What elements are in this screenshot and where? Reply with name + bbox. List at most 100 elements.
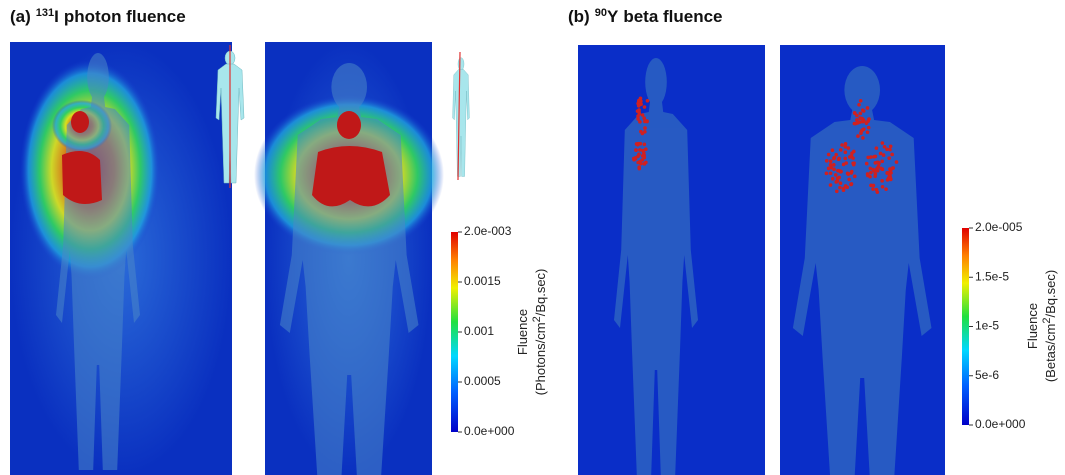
unit: /Bq.sec) [533,269,548,317]
uptake-spot [875,160,879,165]
panel-title: (b) 90Y beta fluence [568,7,723,26]
uptake-spot [852,121,857,126]
uptake-spot [852,161,856,165]
image-b-side [578,45,765,475]
uptake-spot [880,159,884,164]
uptake-spot [828,159,833,164]
colorbar-title: Fluence [1025,303,1040,349]
uptake-spot [868,166,873,171]
uptake-spot [846,172,851,176]
uptake-spot [841,162,846,167]
uptake-spot [857,102,861,107]
uptake-spot [838,185,842,190]
uptake-spot [866,125,871,130]
uptake-spot [885,171,890,175]
uptake-spot [885,147,889,152]
uptake-spot [880,179,884,183]
uptake-spot [878,151,883,156]
uptake-spot [642,116,647,120]
uptake-spot [852,111,857,115]
panel-label: (a) [10,7,31,26]
uptake-spot [643,126,647,130]
colorbar [962,228,969,425]
uptake-spot [849,182,853,186]
uptake-spot [871,187,875,191]
uptake-spot [637,98,641,103]
uptake-spot [888,144,893,149]
colorbar-tick-label: 2.0e-003 [464,224,512,238]
uptake-spot [644,147,648,152]
uptake-spot [824,158,829,163]
orientation-icon [452,51,470,181]
uptake-spot [864,161,869,166]
colorbar-tick-label: 0.0015 [464,274,501,288]
panel-title-text: photon fluence [64,7,186,26]
uptake-spot [840,143,844,147]
uptake-spot [838,148,843,152]
uptake-spot [858,98,863,103]
uptake-spot [846,146,851,150]
uptake-spot [645,119,649,124]
colorbar [451,232,458,432]
colorbar-tick-label: 1.5e-5 [975,269,1009,283]
image-b-front [780,45,945,475]
uptake-spot [631,156,636,161]
uptake-spot [874,146,879,150]
uptake-spot [890,166,895,170]
uptake-spot [888,147,892,152]
uptake-spot [826,152,831,157]
uptake-spot [834,189,839,194]
colorbar-tick-label: 0.001 [464,324,494,338]
uptake-spot [849,169,854,174]
uptake-spot [882,144,887,149]
image-a-side [10,42,232,475]
uptake-spot [640,131,645,136]
uptake-spot [866,119,870,123]
uptake-spot [884,187,888,191]
colorbar-tick-label: 1e-5 [975,319,999,333]
uptake-spot [880,184,885,189]
uptake-spot [875,166,879,171]
uptake-spot [880,167,885,172]
colorbar-title: Fluence [515,309,530,355]
uptake-spot [865,130,870,135]
uptake-spot [835,179,840,183]
uptake-spot [890,152,894,157]
uptake-spot [852,174,857,179]
uptake-spot [855,118,859,122]
uptake-spot [642,162,647,166]
uptake-spot [871,183,876,188]
colorbar-tick-label: 0.0e+000 [464,424,515,438]
uptake-spot [881,153,886,157]
uptake-spot [831,163,836,167]
uptake-spot [645,99,650,103]
uptake-spot [841,186,846,191]
uptake-spot [872,169,876,173]
uptake-spot [852,149,856,154]
uptake-spot [869,155,873,159]
uptake-spot [828,162,833,167]
uptake-spot [639,161,643,166]
uptake-spot [638,120,642,124]
unit: (Photons/cm [533,322,548,395]
uptake-spot [830,176,835,181]
uptake-spot [860,108,865,112]
uptake-spot [837,156,841,161]
uptake-spot [638,148,642,152]
unit-exponent: 2 [1041,318,1053,324]
uptake-spot [641,148,645,153]
uptake-spot [865,106,870,110]
uptake-spot [838,181,843,186]
uptake-spot [637,152,641,157]
image-a-front [254,42,444,475]
isotope-mass: 131 [36,7,54,19]
panel-title-text: beta fluence [623,7,722,26]
orientation-icon [215,45,245,188]
colorbar-unit: (Betas/cm2/Bq.sec) [1041,270,1058,382]
uptake-spot [826,166,831,171]
uptake-spot [873,174,877,179]
uptake-spot [833,173,838,177]
uptake-spot [894,160,899,164]
uptake-spot [847,177,851,182]
unit: (Betas/cm [1043,324,1058,383]
